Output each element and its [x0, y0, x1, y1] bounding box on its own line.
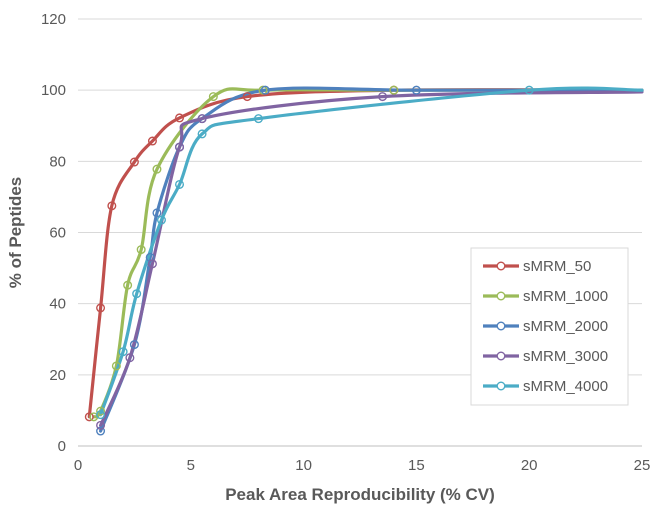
data-point — [156, 215, 166, 225]
data-point — [197, 129, 207, 139]
legend: sMRM_50 sMRM_1000 sMRM_2000 sMRM_3000 sMRM_4… — [470, 247, 629, 406]
x-tick-label: 15 — [408, 457, 425, 474]
data-point — [84, 412, 94, 422]
data-point — [524, 85, 534, 95]
data-point — [152, 208, 162, 218]
y-tick-label: 60 — [49, 225, 66, 242]
y-tick-label: 100 — [41, 82, 66, 99]
data-point — [107, 201, 117, 211]
legend-swatch-marker — [496, 351, 506, 361]
data-point — [136, 245, 146, 255]
legend-swatch-marker — [496, 261, 506, 271]
data-point — [197, 114, 207, 124]
data-point — [123, 280, 133, 290]
data-point — [96, 410, 106, 420]
data-point — [125, 353, 135, 363]
data-point — [96, 426, 106, 436]
data-point — [111, 361, 121, 371]
data-point — [118, 347, 128, 357]
data-point — [96, 420, 106, 430]
y-tick-label: 120 — [41, 11, 66, 28]
y-axis-title: % of Peptides — [6, 177, 25, 288]
x-tick-label: 20 — [521, 457, 538, 474]
y-tick-label: 0 — [58, 438, 66, 455]
x-axis-title: Peak Area Reproducibility (% CV) — [225, 485, 495, 504]
x-tick-label: 0 — [74, 457, 82, 474]
data-point — [147, 136, 157, 146]
series-line-sMRM_3000 — [99, 90, 644, 427]
data-point — [147, 259, 157, 269]
data-point — [253, 114, 263, 124]
x-tick-label: 10 — [295, 457, 312, 474]
x-tick-label: 5 — [187, 457, 195, 474]
data-point — [129, 340, 139, 350]
legend-swatch-marker — [496, 321, 506, 331]
data-point — [175, 142, 185, 152]
legend-swatch-marker — [496, 291, 506, 301]
series-lines — [87, 86, 644, 433]
y-tick-label: 20 — [49, 367, 66, 384]
legend-label: sMRM_3000 — [523, 348, 608, 365]
data-point — [208, 92, 218, 102]
data-point — [96, 406, 106, 416]
y-tick-label: 40 — [49, 296, 66, 313]
legend-label: sMRM_2000 — [523, 318, 608, 335]
data-point — [132, 289, 142, 299]
y-tick-label: 80 — [49, 153, 66, 170]
series-markers — [84, 85, 534, 436]
legend-label: sMRM_50 — [523, 258, 591, 275]
axes: 0 20 40 60 80 100 120 0 5 10 15 20 25 — [41, 11, 650, 474]
legend-label: sMRM_1000 — [523, 288, 608, 305]
data-point — [129, 157, 139, 167]
data-point — [96, 303, 106, 313]
data-point — [242, 92, 252, 102]
data-point — [411, 85, 421, 95]
legend-label: sMRM_4000 — [523, 378, 608, 395]
x-tick-label: 25 — [634, 457, 651, 474]
series-line-sMRM_4000 — [99, 86, 644, 417]
data-point — [389, 85, 399, 95]
data-point — [152, 164, 162, 174]
data-point — [378, 92, 388, 102]
data-point — [260, 85, 270, 95]
data-point — [175, 113, 185, 123]
data-point — [175, 179, 185, 189]
legend-swatch-marker — [496, 381, 506, 391]
